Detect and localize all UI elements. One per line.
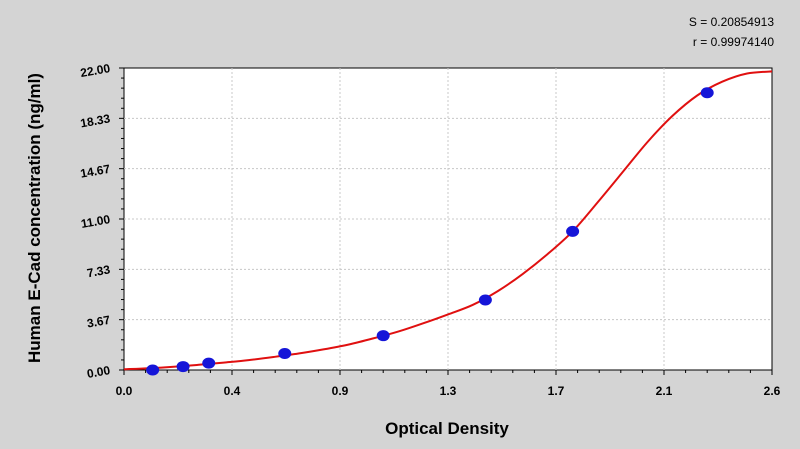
y-tick-label: 11.00 <box>80 212 112 231</box>
data-point <box>176 361 190 373</box>
x-tick-labels: 0.0 0.4 0.9 1.3 1.7 2.1 2.6 <box>116 384 781 398</box>
data-point <box>566 225 580 237</box>
s-statistic: S = 0.20854913 <box>688 15 774 29</box>
fit-curve <box>123 70 773 371</box>
y-tick-label: 0.00 <box>86 363 112 381</box>
x-tick-label: 0.0 <box>116 384 133 398</box>
y-axis-title: Human E-Cad concentration (ng/ml) <box>25 73 44 363</box>
data-point <box>278 348 292 360</box>
x-tick-label: 1.7 <box>548 384 565 398</box>
y-tick-label: 7.33 <box>86 262 112 280</box>
y-tick-labels: 0.00 3.67 7.33 11.00 14.67 18.33 22.00 <box>79 61 111 381</box>
y-tick-label: 3.67 <box>86 313 112 331</box>
data-point <box>478 294 492 306</box>
r-statistic: r = 0.99974140 <box>692 35 774 49</box>
data-point <box>376 330 390 342</box>
data-point <box>146 364 160 376</box>
data-points <box>146 87 714 376</box>
x-tick-label: 0.9 <box>332 384 349 398</box>
grid-lines <box>124 68 772 370</box>
x-tick-label: 2.6 <box>764 384 781 398</box>
data-point <box>202 357 216 369</box>
x-tick-label: 1.3 <box>440 384 457 398</box>
y-tick-label: 22.00 <box>79 61 111 80</box>
x-tick-label: 0.4 <box>224 384 241 398</box>
data-point <box>700 87 714 99</box>
x-axis-title: Optical Density <box>385 419 509 438</box>
y-tick-label: 14.67 <box>79 162 111 181</box>
axis-ticks <box>119 67 773 375</box>
x-tick-label: 2.1 <box>656 384 673 398</box>
y-tick-label: 18.33 <box>79 111 111 130</box>
